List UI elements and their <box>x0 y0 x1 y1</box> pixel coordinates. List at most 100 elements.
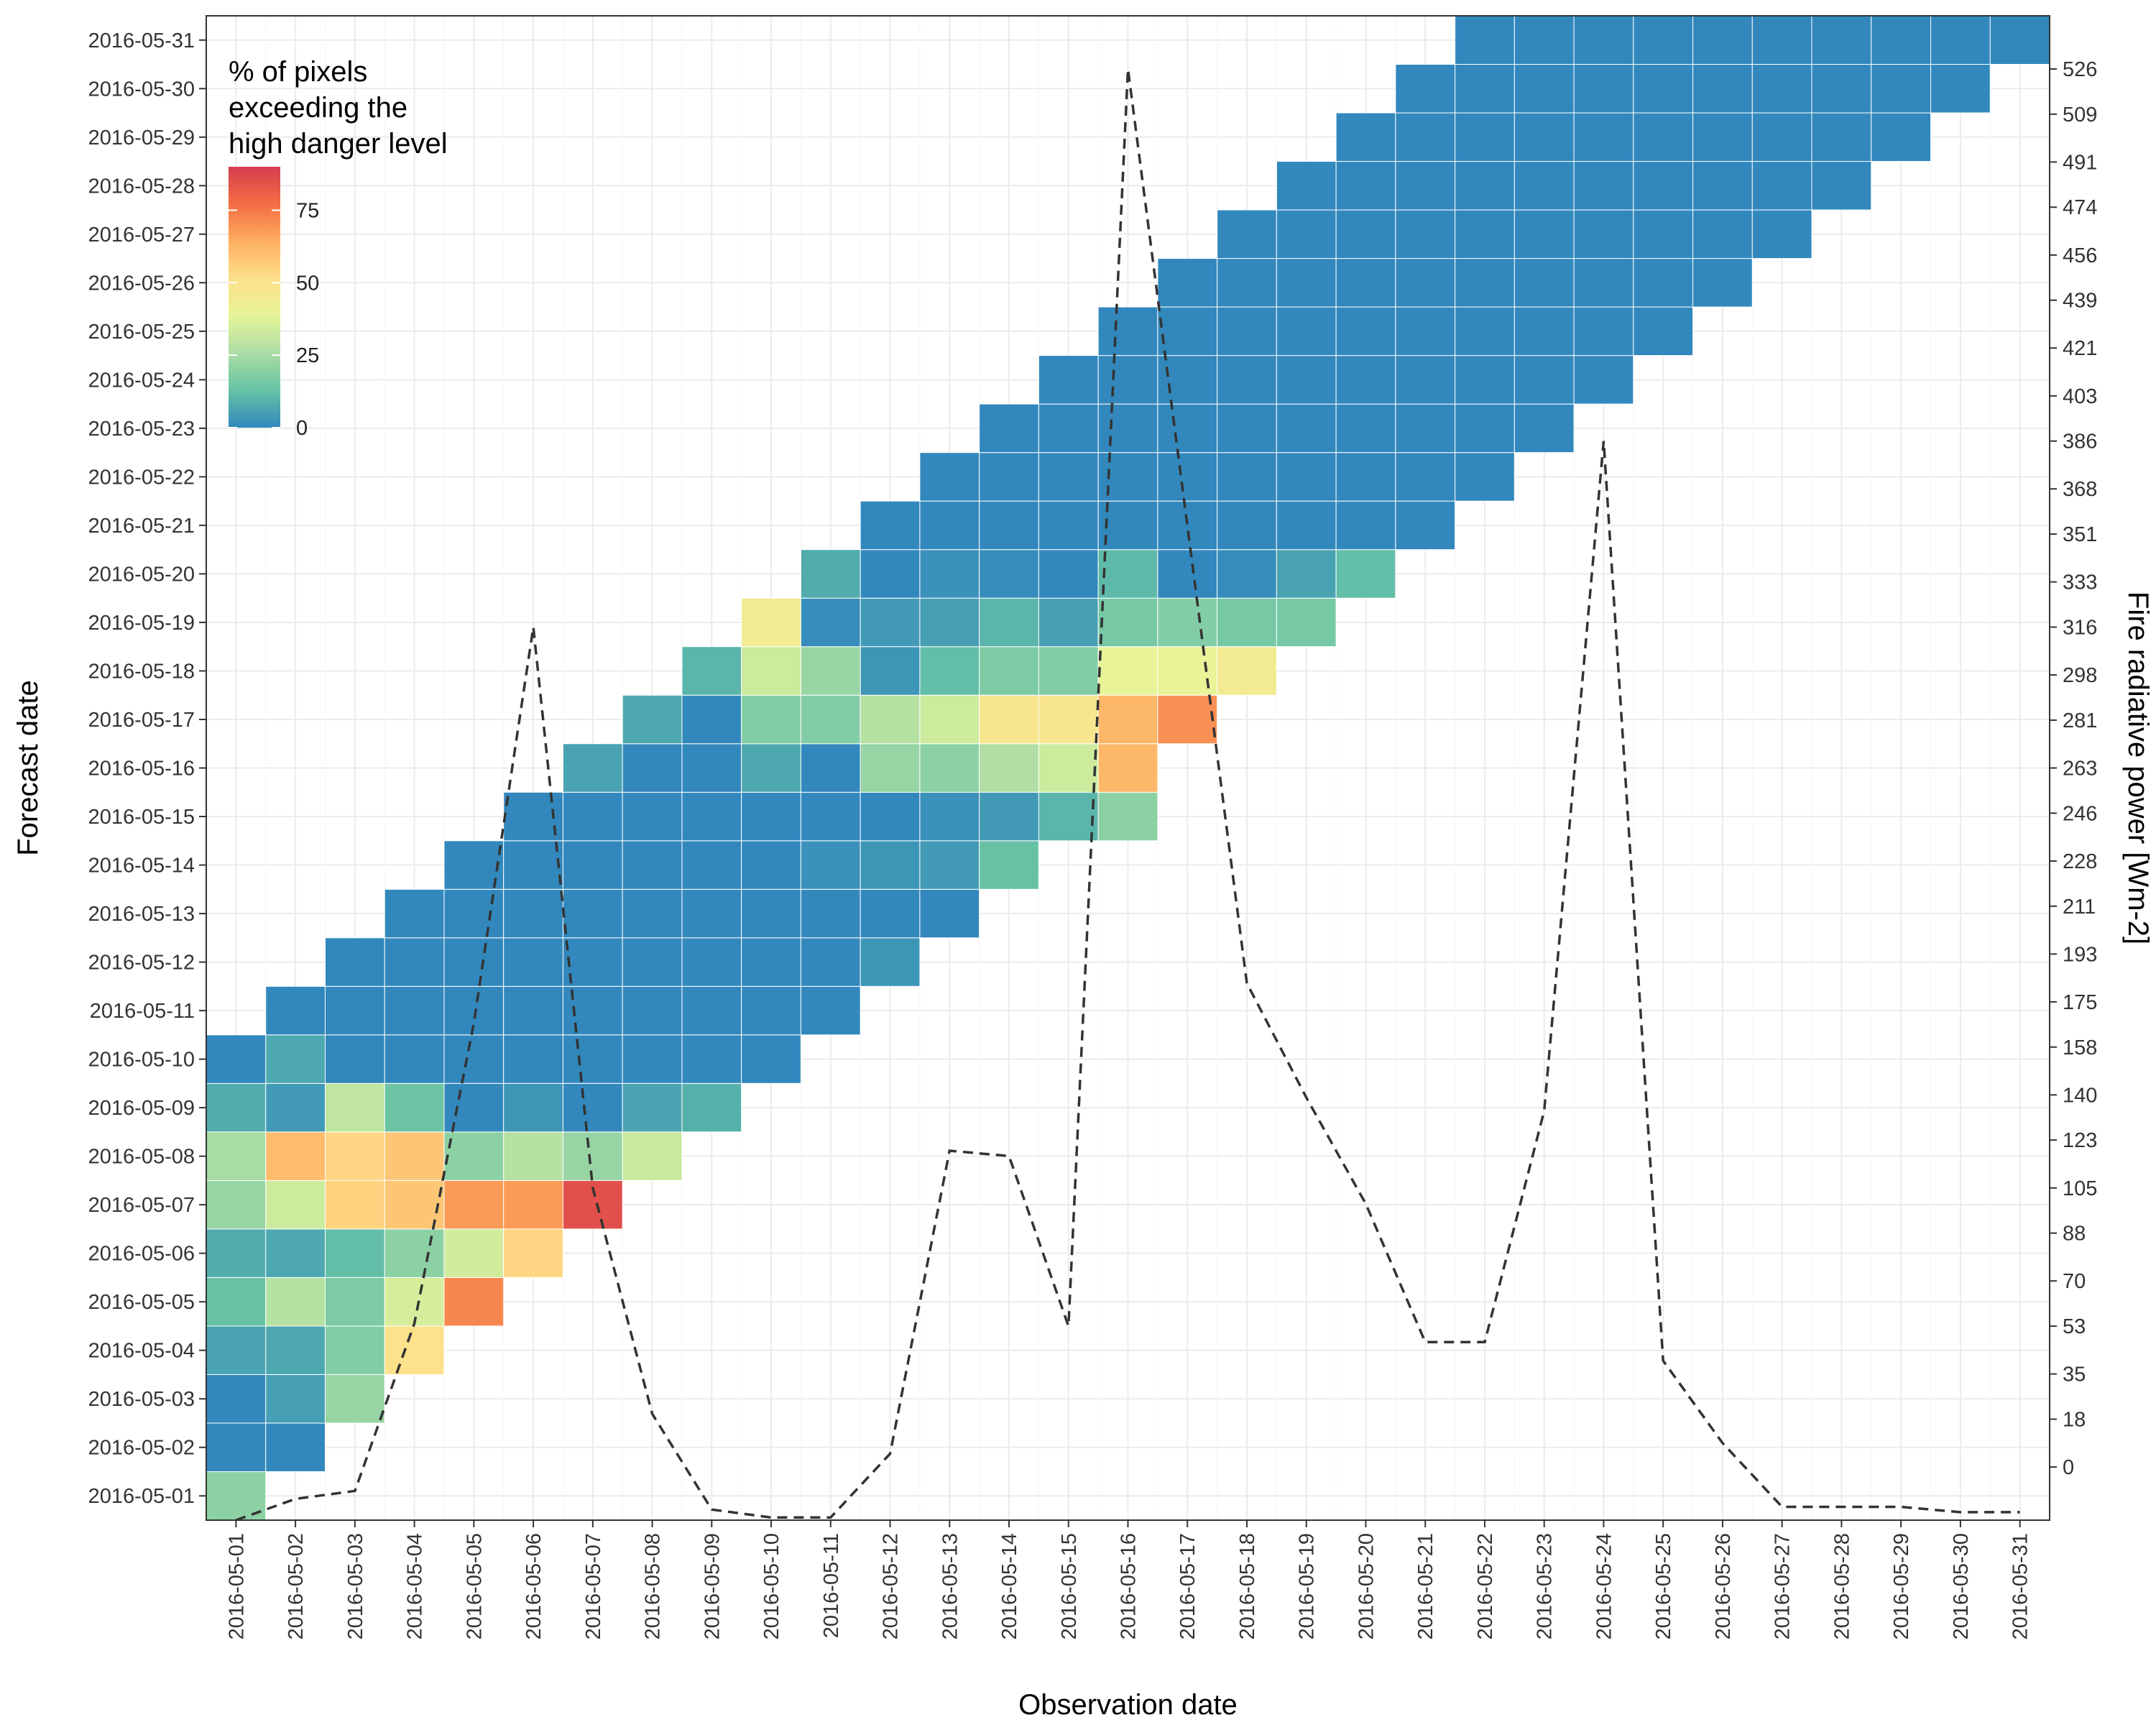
heatmap-cell <box>741 743 801 793</box>
heatmap-cell <box>1395 452 1456 502</box>
heatmap-cell <box>1395 403 1456 454</box>
y-tick-label: 2016-05-17 <box>88 709 195 732</box>
heatmap-cell <box>324 1325 385 1375</box>
y2-tick-label: 140 <box>2063 1084 2097 1107</box>
y-tick-label: 2016-05-05 <box>88 1291 195 1314</box>
heatmap-cell <box>1573 306 1634 356</box>
heatmap-cell <box>1276 355 1337 405</box>
y-tick-label: 2016-05-26 <box>88 272 195 295</box>
heatmap-cell <box>800 791 861 842</box>
heatmap-cell <box>800 888 861 939</box>
heatmap-cell <box>384 937 445 987</box>
heatmap-cell <box>1751 112 1812 162</box>
heatmap-cell <box>1097 549 1158 599</box>
heatmap-cell <box>800 937 861 987</box>
heatmap-cell <box>681 791 742 842</box>
x-tick-label: 2016-05-11 <box>820 1533 843 1638</box>
heatmap-cell <box>1573 209 1634 259</box>
heatmap-cell <box>1455 452 1515 502</box>
heatmap-cell <box>1335 355 1396 405</box>
x-tick-label: 2016-05-05 <box>463 1533 486 1639</box>
heatmap-cell <box>1514 64 1575 114</box>
heatmap-cell <box>1157 549 1218 599</box>
heatmap-cell <box>1038 403 1099 454</box>
x-tick-label: 2016-05-03 <box>344 1533 367 1639</box>
heatmap-cell <box>1692 15 1753 65</box>
heatmap-cell <box>1811 161 1872 211</box>
heatmap-cell <box>1217 549 1277 599</box>
legend-title-line-1: % of pixels <box>229 56 367 88</box>
heatmap-cell <box>1751 64 1812 114</box>
y-tick-label: 2016-05-19 <box>88 612 195 635</box>
y2-tick-label: 123 <box>2063 1129 2097 1152</box>
heatmap-cell <box>324 1034 385 1084</box>
x-axis-ticks: 2016-05-01 2016-05-02 2016-05-03 2016-05-04… <box>225 1520 2032 1639</box>
y2-tick-label: 88 <box>2063 1223 2086 1246</box>
y-tick-label: 2016-05-15 <box>88 806 195 829</box>
heatmap-cell <box>1395 112 1456 162</box>
x-tick-label: 2016-05-09 <box>701 1533 724 1639</box>
x-tick-label: 2016-05-13 <box>939 1533 962 1639</box>
heatmap-cell <box>562 791 623 842</box>
heatmap-cell <box>1097 403 1158 454</box>
colorbar-tick-label: 75 <box>296 200 319 223</box>
heatmap-cell <box>1335 549 1396 599</box>
heatmap-cell <box>503 1228 563 1278</box>
heatmap-cell <box>1573 112 1634 162</box>
colorbar-tick-label: 0 <box>296 417 308 440</box>
heatmap-cell <box>1276 500 1337 551</box>
heatmap-cell <box>1455 112 1515 162</box>
heatmap-cell <box>1276 209 1337 259</box>
heatmap-cell <box>979 791 1039 842</box>
heatmap-cell <box>1097 355 1158 405</box>
heatmap-cell <box>206 1034 267 1084</box>
heatmap-cell <box>860 743 921 793</box>
y2-tick-label: 403 <box>2063 385 2097 408</box>
heatmap-cell <box>1395 500 1456 551</box>
heatmap-cell <box>1217 452 1277 502</box>
heatmap-cell <box>443 937 505 987</box>
heatmap-cell <box>1455 306 1515 356</box>
heatmap-cell <box>1157 306 1218 356</box>
y2-tick-label: 281 <box>2063 709 2097 732</box>
x-tick-label: 2016-05-10 <box>760 1533 783 1639</box>
heatmap-cell <box>1514 258 1575 308</box>
heatmap-cell <box>1692 64 1753 114</box>
heatmap-cell <box>206 1082 267 1133</box>
legend-title-line-3: high danger level <box>229 128 448 160</box>
heatmap-cell <box>443 1179 505 1230</box>
heatmap-cell <box>1097 694 1158 745</box>
heatmap-cell <box>1751 209 1812 259</box>
heatmap-cell <box>681 646 742 696</box>
heatmap-cell <box>1217 355 1277 405</box>
heatmap-cell <box>324 1082 385 1133</box>
heatmap-cell <box>1038 549 1099 599</box>
x-tick-label: 2016-05-21 <box>1414 1533 1437 1639</box>
heatmap-cell <box>1930 64 1991 114</box>
heatmap-cell <box>741 840 801 890</box>
heatmap-cell <box>1514 403 1575 454</box>
x-tick-label: 2016-05-24 <box>1593 1533 1616 1639</box>
heatmap-cell <box>1335 306 1396 356</box>
y-tick-label: 2016-05-08 <box>88 1146 195 1169</box>
heatmap-cell <box>1514 355 1575 405</box>
heatmap-cells <box>206 15 2050 1521</box>
heatmap-cell <box>1633 64 1694 114</box>
heatmap-cell <box>1276 161 1337 211</box>
y2-tick-label: 333 <box>2063 571 2097 594</box>
y2-tick-label: 53 <box>2063 1315 2086 1338</box>
colorbar-tick-label: 25 <box>296 344 319 367</box>
heatmap-cell <box>1217 209 1277 259</box>
heatmap-cell <box>384 1131 445 1181</box>
x-tick-label: 2016-05-08 <box>642 1533 665 1639</box>
heatmap-cell <box>800 694 861 745</box>
x-tick-label: 2016-05-02 <box>285 1533 308 1639</box>
heatmap-cell <box>622 791 683 842</box>
heatmap-cell <box>622 937 683 987</box>
heatmap-cell <box>1038 597 1099 648</box>
heatmap-cell <box>919 743 980 793</box>
y-tick-label: 2016-05-24 <box>88 369 195 392</box>
heatmap-cell <box>562 840 623 890</box>
heatmap-cell <box>622 888 683 939</box>
heatmap-cell <box>860 549 921 599</box>
